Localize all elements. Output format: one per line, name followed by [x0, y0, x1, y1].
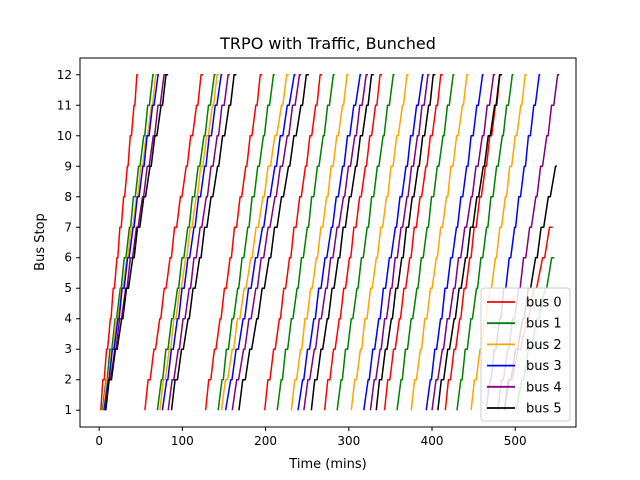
- y-tick-label: 11: [57, 98, 72, 112]
- x-tick-label: 500: [504, 434, 527, 448]
- y-tick-label: 7: [64, 220, 72, 234]
- legend-label: bus 3: [526, 359, 562, 374]
- trip-line: [231, 74, 302, 411]
- trip-line: [303, 74, 368, 411]
- trip-line: [444, 74, 502, 411]
- trip-line: [224, 74, 296, 411]
- trip-line: [100, 74, 139, 411]
- legend-label: bus 2: [526, 338, 562, 353]
- x-tick-label: 200: [254, 434, 277, 448]
- legend: bus 0 bus 1 bus 2 bus 3 bus 4 bus 5: [480, 287, 571, 422]
- x-axis: 0 100 200 300 400 500: [95, 427, 527, 448]
- y-axis-label: Bus Stop: [33, 213, 48, 271]
- trip-line: [204, 74, 263, 411]
- trip-line: [369, 74, 430, 411]
- trip-line: [220, 74, 289, 411]
- y-tick-label: 9: [64, 159, 72, 173]
- legend-label: bus 1: [526, 317, 562, 332]
- trip-line: [161, 74, 223, 411]
- trip-line: [431, 74, 496, 411]
- legend-label: bus 4: [526, 380, 562, 395]
- trip-line: [159, 74, 219, 411]
- trip-line: [264, 74, 323, 411]
- plot-frame: [79, 57, 577, 428]
- chart-title: TRPO with Traffic, Bunched: [219, 34, 436, 53]
- plot-lines: [100, 74, 560, 411]
- trip-line: [167, 74, 230, 411]
- trip-line: [437, 74, 502, 411]
- trip-line: [238, 74, 309, 411]
- x-tick-label: 300: [337, 434, 360, 448]
- trip-line: [144, 74, 204, 411]
- trip-line: [350, 74, 409, 411]
- legend-label: bus 0: [526, 296, 562, 311]
- trip-line: [103, 74, 160, 411]
- y-tick-label: 3: [64, 342, 72, 356]
- trip-line: [456, 74, 514, 411]
- x-tick-label: 400: [421, 434, 444, 448]
- trip-line: [310, 74, 374, 411]
- trip-line: [323, 74, 383, 411]
- trip-line: [396, 74, 455, 411]
- x-tick-label: 100: [171, 434, 194, 448]
- x-tick-label: 0: [95, 434, 103, 448]
- y-tick-label: 4: [64, 312, 72, 326]
- trip-line: [217, 74, 275, 411]
- y-tick-label: 12: [57, 68, 72, 82]
- trip-line: [170, 74, 237, 411]
- trip-line: [425, 74, 484, 411]
- trip-line: [297, 74, 362, 411]
- trip-line: [363, 74, 424, 411]
- y-tick-label: 2: [64, 373, 72, 387]
- trip-line: [105, 74, 169, 411]
- y-tick-label: 6: [64, 251, 72, 265]
- trip-line: [290, 74, 349, 411]
- trip-line: [336, 74, 395, 411]
- y-tick-label: 5: [64, 281, 72, 295]
- trip-line: [410, 74, 469, 411]
- y-tick-label: 8: [64, 190, 72, 204]
- y-tick-label: 1: [64, 403, 72, 417]
- trip-line: [156, 74, 216, 411]
- legend-box: [480, 287, 571, 422]
- legend-label: bus 5: [526, 402, 562, 417]
- trip-line: [375, 74, 436, 411]
- trip-line: [276, 74, 335, 411]
- series-bus-5: [105, 74, 557, 411]
- x-axis-label: Time (mins): [288, 457, 366, 472]
- y-tick-label: 10: [57, 129, 72, 143]
- series-bus-2: [102, 74, 527, 411]
- trip-line: [383, 74, 443, 411]
